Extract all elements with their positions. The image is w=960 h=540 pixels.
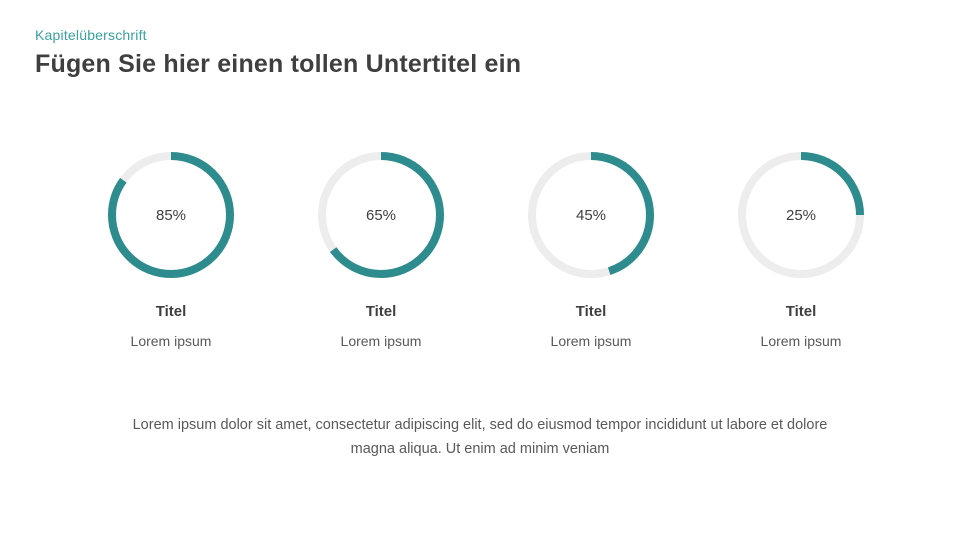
donut-progress-ring (108, 152, 234, 278)
donut-percent-label: 85% (155, 206, 187, 224)
donut-title: Titel (785, 303, 817, 320)
donut-title: Titel (575, 303, 607, 320)
donut-chart: 25% (738, 152, 864, 278)
donut-chart: 85% (108, 152, 234, 278)
donut-title: Titel (155, 303, 187, 320)
donut-progress-ring (528, 152, 654, 278)
donut-subtitle: Lorem ipsum (340, 333, 422, 349)
donut-progress-ring (738, 152, 864, 278)
donut-row: 85% Titel Lorem ipsum 65% Titel Lorem ip… (81, 152, 891, 349)
donut-card: 25% Titel Lorem ipsum (711, 152, 891, 349)
donut-chart: 45% (528, 152, 654, 278)
donut-percent-label: 45% (575, 206, 607, 224)
body-text: Lorem ipsum dolor sit amet, consectetur … (132, 417, 828, 457)
donut-subtitle: Lorem ipsum (130, 333, 212, 349)
donut-subtitle: Lorem ipsum (550, 333, 632, 349)
slide-header: Kapitelüberschrift Fügen Sie hier einen … (0, 0, 960, 79)
donut-card: 65% Titel Lorem ipsum (291, 152, 471, 349)
slide-title: Fügen Sie hier einen tollen Untertitel e… (35, 50, 522, 78)
donut-chart: 65% (318, 152, 444, 278)
chapter-heading: Kapitelüberschrift (35, 27, 147, 43)
donut-progress-ring (318, 152, 444, 278)
donut-percent-label: 65% (365, 206, 397, 224)
donut-percent-label: 25% (785, 206, 817, 224)
donut-subtitle: Lorem ipsum (760, 333, 842, 349)
donut-card: 85% Titel Lorem ipsum (81, 152, 261, 349)
donut-card: 45% Titel Lorem ipsum (501, 152, 681, 349)
donut-title: Titel (365, 303, 397, 320)
